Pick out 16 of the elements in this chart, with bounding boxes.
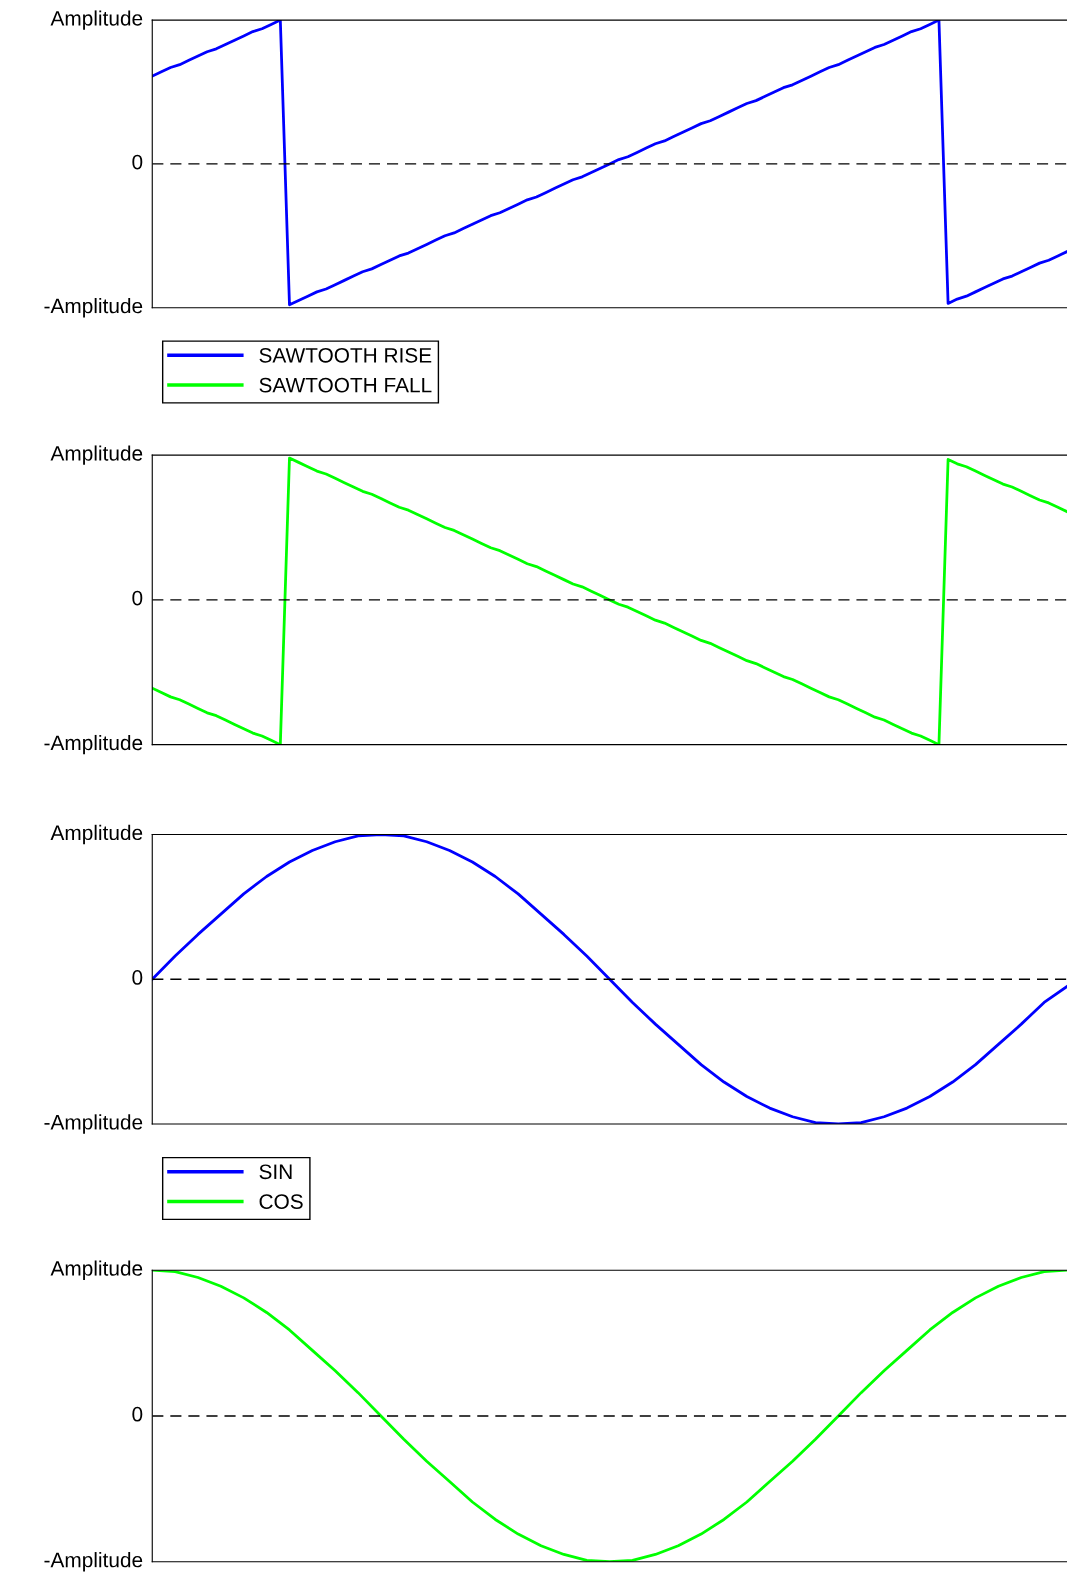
legend-label: SIN xyxy=(259,1164,292,1180)
text: Amplitude xyxy=(50,10,143,30)
text: 0 xyxy=(132,154,143,170)
text: 0 xyxy=(132,970,143,985)
text: 0 xyxy=(132,590,143,606)
text: 0 xyxy=(132,1406,143,1422)
legend-label: SAWTOOTH FALL xyxy=(259,377,432,393)
text: Amplitude xyxy=(50,824,143,845)
text: -Amplitude xyxy=(44,297,143,318)
legend-label: SAWTOOTH RISE xyxy=(259,347,432,363)
text: Amplitude xyxy=(50,1260,143,1280)
legend-label: COS xyxy=(259,1194,303,1209)
text: -Amplitude xyxy=(44,1552,143,1572)
text: Amplitude xyxy=(50,445,143,465)
text: -Amplitude xyxy=(44,1114,143,1134)
text: -Amplitude xyxy=(44,734,143,755)
